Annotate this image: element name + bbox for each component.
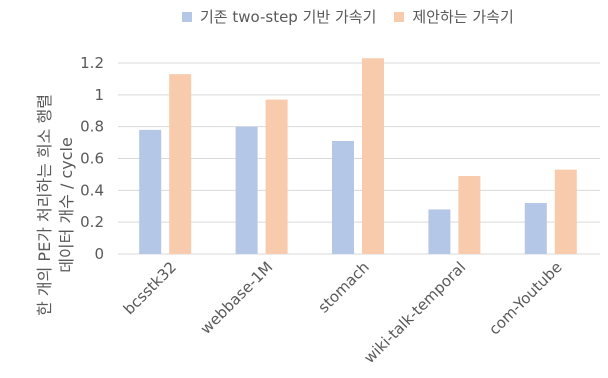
legend: 기존 two-step 기반 가속기 제안하는 가속기	[182, 6, 532, 27]
y-tick-label: 1	[94, 86, 104, 104]
bar-baseline	[428, 209, 451, 254]
y-tick-label: 1.2	[80, 54, 104, 72]
bar-baseline	[139, 129, 162, 254]
bar-baseline	[235, 126, 258, 254]
x-tick-label: bcsstk32	[120, 258, 180, 318]
y-tick-label: 0.8	[80, 118, 104, 136]
bar-baseline	[332, 140, 354, 254]
y-tick-label: 0.2	[80, 213, 104, 231]
bar-baseline	[524, 203, 547, 254]
y-tick-label: 0	[94, 245, 104, 263]
legend-swatch-proposed	[394, 11, 405, 22]
bar-proposed	[362, 58, 384, 254]
legend-label-proposed: 제안하는 가속기	[412, 8, 514, 26]
legend-swatch-baseline	[182, 11, 192, 22]
legend-item-proposed: 제안하는 가속기	[394, 6, 514, 27]
x-tick-label: stomach	[315, 258, 373, 316]
legend-label-baseline: 기존 two-step 기반 가속기	[200, 8, 377, 26]
bar-proposed	[458, 176, 481, 254]
bar-proposed	[169, 74, 192, 255]
legend-item-baseline: 기존 two-step 기반 가속기	[182, 6, 376, 27]
x-tick-label: com-Youtube	[485, 258, 565, 338]
y-tick-label: 0.6	[80, 150, 104, 168]
x-tick-label: webbase-1M	[197, 258, 277, 338]
y-tick-label: 0.4	[80, 181, 104, 199]
bar-proposed	[265, 99, 288, 254]
x-tick-label: wiki-talk-temporal	[360, 258, 469, 367]
bar-proposed	[554, 169, 577, 254]
